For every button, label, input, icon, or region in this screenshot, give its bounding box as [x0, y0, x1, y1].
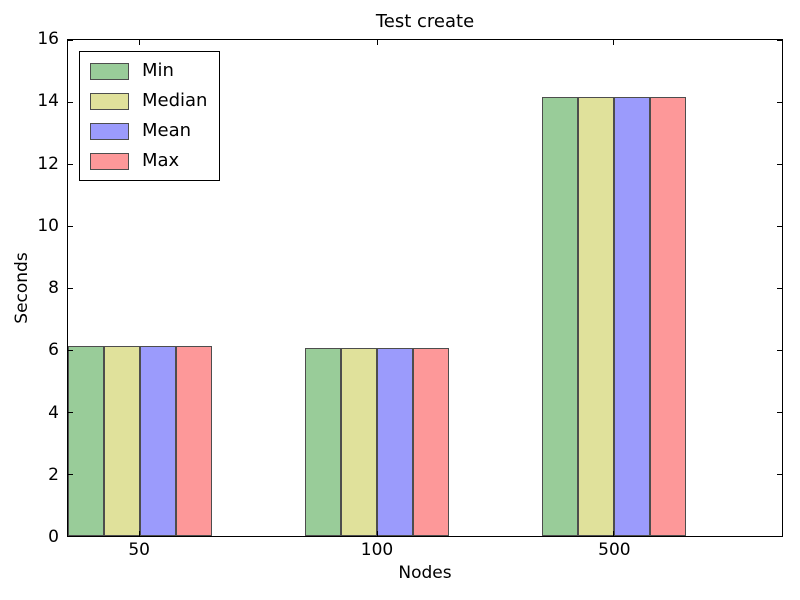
- y-tick-mark: [68, 101, 73, 103]
- y-tick-mark: [68, 473, 73, 475]
- y-tick-label: 2: [48, 464, 59, 485]
- x-axis-label: Nodes: [398, 563, 452, 583]
- y-axis-label: Seconds: [12, 252, 32, 324]
- x-tick-label: 50: [128, 540, 150, 560]
- y-tick-mark: [777, 225, 782, 227]
- x-tick-mark: [613, 40, 615, 45]
- y-tick-mark: [68, 411, 73, 413]
- bar-max-50: [175, 345, 212, 536]
- y-tick-label: 10: [37, 215, 59, 236]
- y-tick-label: 0: [48, 527, 59, 547]
- x-tick-label: 100: [360, 540, 394, 560]
- legend-swatch-min: [90, 62, 129, 80]
- bar-max-500: [649, 97, 686, 536]
- y-tick-label: 8: [48, 278, 59, 298]
- legend-label-max: Max: [142, 150, 180, 171]
- legend-swatch-max: [90, 152, 129, 170]
- legend-swatch-median: [90, 92, 129, 110]
- y-tick-mark: [68, 349, 73, 351]
- legend-label-median: Median: [142, 90, 208, 111]
- bar-median-100: [341, 347, 378, 536]
- x-tick-label: 500: [598, 540, 631, 560]
- y-tick-mark: [777, 39, 782, 41]
- legend-label-min: Min: [142, 60, 174, 81]
- y-tick-label: 12: [37, 153, 59, 174]
- bar-min-100: [305, 347, 342, 536]
- y-tick-mark: [777, 101, 782, 103]
- bar-median-500: [577, 97, 614, 536]
- y-tick-mark: [777, 349, 782, 351]
- legend: Min Median Mean Max: [79, 51, 221, 181]
- bar-median-50: [104, 345, 140, 536]
- y-tick-mark: [777, 473, 782, 475]
- y-tick-label: 6: [48, 340, 59, 361]
- bar-min-50: [68, 345, 105, 536]
- x-tick-mark: [139, 40, 141, 45]
- bar-mean-500: [613, 97, 650, 536]
- plot-area: Min Median Mean Max: [67, 39, 783, 537]
- bar-mean-100: [377, 347, 414, 536]
- legend-item-median: Median: [90, 91, 207, 111]
- chart-title: Test create: [375, 11, 475, 32]
- y-tick-mark: [777, 411, 782, 413]
- bar-min-500: [542, 97, 578, 536]
- legend-item-min: Min: [90, 61, 207, 81]
- legend-swatch-mean: [90, 122, 129, 140]
- y-tick-mark: [68, 39, 73, 41]
- bar-mean-50: [139, 345, 176, 536]
- y-tick-mark: [68, 287, 73, 289]
- y-tick-mark: [777, 163, 782, 165]
- y-tick-mark: [777, 287, 782, 289]
- x-tick-mark: [376, 40, 378, 45]
- bar-max-100: [413, 347, 449, 536]
- legend-item-max: Max: [90, 151, 207, 171]
- x-tick-mark: [613, 531, 615, 536]
- legend-label-mean: Mean: [142, 120, 192, 141]
- y-tick-label: 14: [37, 91, 59, 112]
- y-tick-label: 16: [37, 29, 59, 49]
- legend-item-mean: Mean: [90, 121, 207, 141]
- y-tick-mark: [68, 163, 73, 165]
- y-tick-mark: [68, 535, 73, 537]
- x-tick-mark: [376, 531, 378, 536]
- x-tick-mark: [139, 531, 141, 536]
- y-tick-label: 4: [48, 402, 59, 423]
- y-tick-mark: [68, 225, 73, 227]
- y-tick-mark: [777, 535, 782, 537]
